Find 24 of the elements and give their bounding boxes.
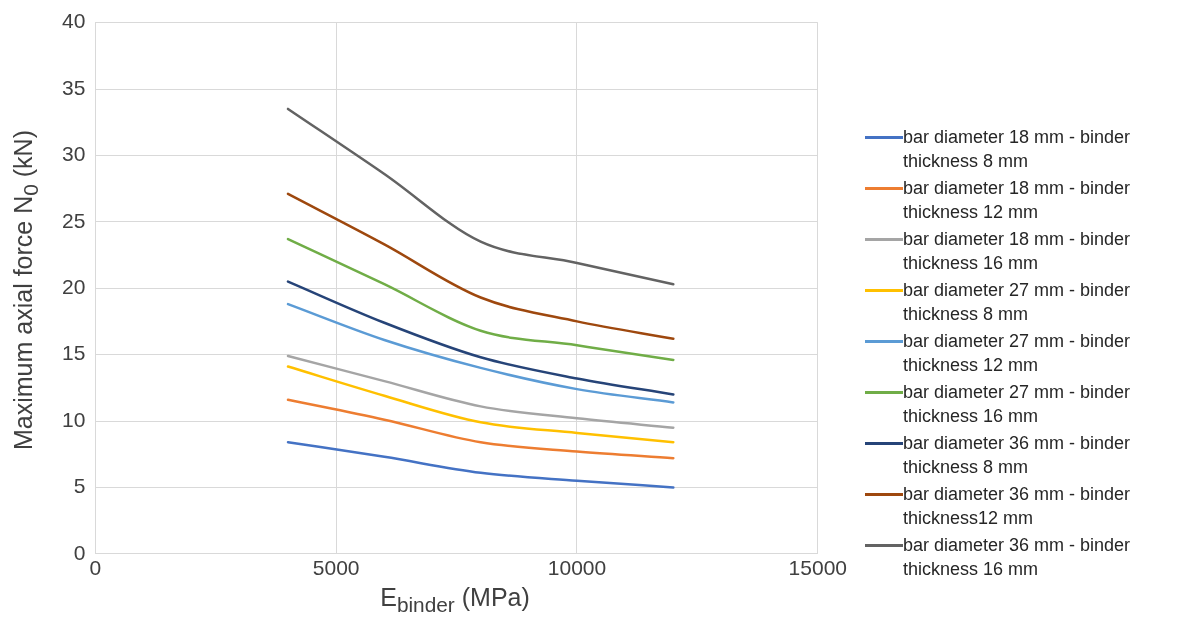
y-tick-label: 10 bbox=[62, 407, 86, 431]
y-tick-label: 40 bbox=[62, 9, 86, 33]
x-axis-title: E$_{binder}$ (MPa) bbox=[380, 583, 530, 617]
line-series bbox=[286, 354, 675, 429]
x-tick-label: 15000 bbox=[788, 556, 848, 580]
y-tick-label: 35 bbox=[62, 75, 86, 99]
y-tick-label: 5 bbox=[73, 474, 86, 498]
line-series bbox=[286, 107, 675, 286]
line-series bbox=[286, 398, 675, 460]
x-tick-label: 5000 bbox=[312, 556, 360, 580]
line-series bbox=[286, 237, 675, 362]
y-tick-label: 0 bbox=[73, 540, 86, 564]
y-tick-label: 30 bbox=[62, 142, 86, 166]
line-series bbox=[286, 280, 675, 396]
line-series bbox=[286, 302, 675, 404]
legend-label: bar diameter 36 mm - binder thickness 16 mm bbox=[903, 534, 1132, 581]
y-tick-label: 15 bbox=[62, 341, 86, 365]
y-tick-label: 20 bbox=[62, 275, 86, 298]
line-series bbox=[286, 365, 675, 444]
x-tick-label: 0 bbox=[89, 556, 102, 580]
x-tick-label: 10000 bbox=[547, 556, 607, 580]
y-tick-label: 25 bbox=[62, 208, 86, 232]
line-series bbox=[286, 441, 675, 489]
line-series bbox=[286, 192, 675, 340]
